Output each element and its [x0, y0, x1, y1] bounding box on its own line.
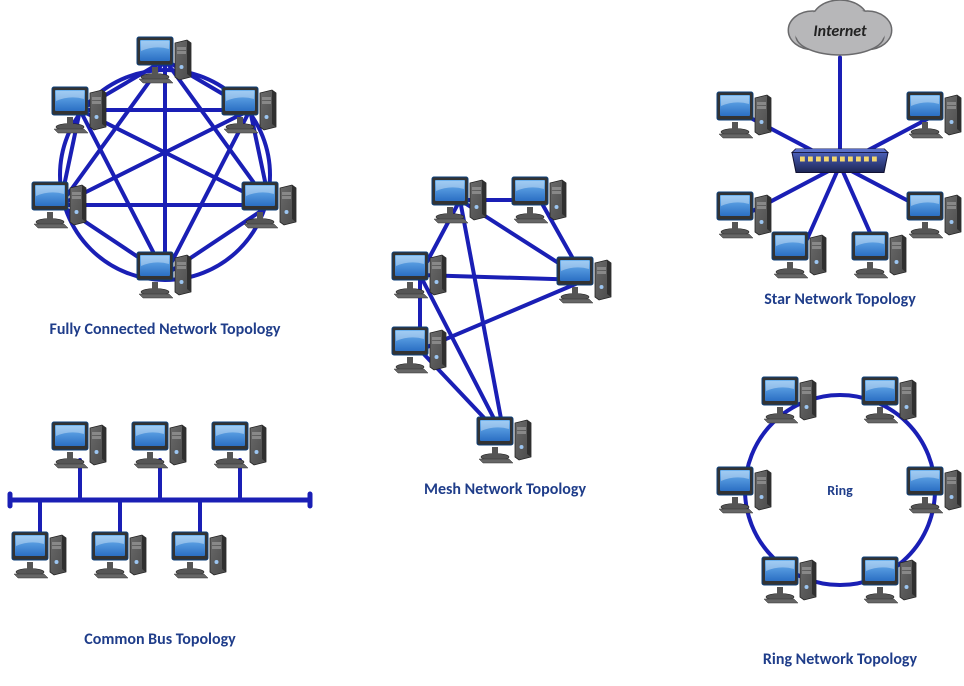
label-bus: Common Bus Topology: [84, 630, 235, 649]
label-ring-center: Ring: [827, 482, 852, 499]
internet-cloud: Internet: [785, 0, 895, 70]
pc-node-ring-0: [760, 375, 820, 425]
pc-node-star-2: [715, 190, 775, 240]
pc-node-full-5: [50, 85, 110, 135]
svg-text:Internet: Internet: [813, 22, 867, 41]
pc-node-bus-top-0: [50, 420, 110, 470]
network-hub: [790, 149, 890, 182]
label-fully-connected: Fully Connected Network Topology: [49, 320, 280, 339]
pc-node-bus-top-1: [130, 420, 190, 470]
label-star: Star Network Topology: [764, 290, 916, 309]
pc-node-star-5: [850, 230, 910, 280]
pc-node-bus-bot-0: [10, 530, 70, 580]
pc-node-ring-4: [760, 555, 820, 605]
pc-node-mesh-1: [510, 175, 570, 225]
pc-node-mesh-5: [475, 415, 535, 465]
pc-node-bus-top-2: [210, 420, 270, 470]
pc-node-mesh-3: [555, 255, 615, 305]
pc-node-bus-bot-2: [170, 530, 230, 580]
pc-node-mesh-0: [430, 175, 490, 225]
label-mesh: Mesh Network Topology: [424, 480, 586, 499]
pc-node-full-4: [30, 180, 90, 230]
pc-node-ring-5: [715, 465, 775, 515]
pc-node-mesh-2: [390, 250, 450, 300]
pc-node-ring-3: [860, 555, 920, 605]
pc-node-star-4: [770, 230, 830, 280]
pc-node-star-0: [715, 90, 775, 140]
pc-node-mesh-4: [390, 325, 450, 375]
pc-node-ring-1: [860, 375, 920, 425]
pc-node-full-0: [135, 35, 195, 85]
pc-node-full-1: [220, 85, 280, 135]
pc-node-full-3: [135, 250, 195, 300]
pc-node-ring-2: [905, 465, 964, 515]
pc-node-star-3: [905, 190, 964, 240]
label-ring: Ring Network Topology: [763, 650, 917, 669]
pc-node-bus-bot-1: [90, 530, 150, 580]
pc-node-star-1: [905, 90, 964, 140]
pc-node-full-2: [240, 180, 300, 230]
